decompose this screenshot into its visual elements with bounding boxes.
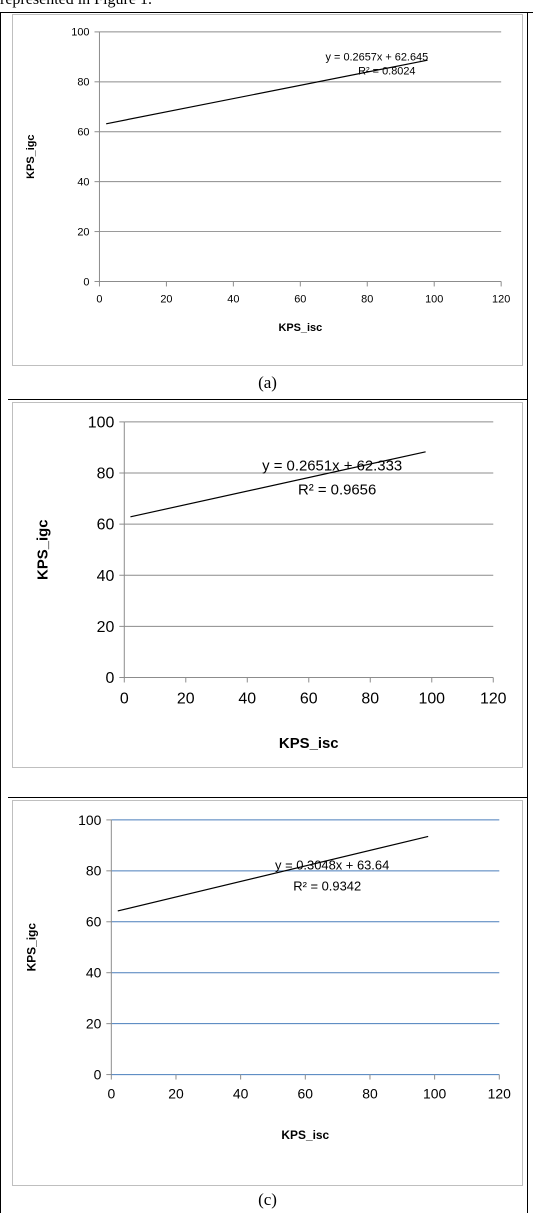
x-tick-label: 120: [480, 690, 507, 707]
x-tick-label: 120: [492, 293, 510, 305]
y-tick-label: 80: [97, 466, 115, 483]
x-tick-label: 60: [298, 1085, 314, 1101]
y-tick-label: 0: [105, 670, 114, 687]
x-tick-label: 20: [160, 293, 172, 305]
x-tick-label: 80: [362, 1085, 378, 1101]
x-tick-label: 0: [107, 1085, 115, 1101]
chart-b: 0 20 40 60 80 100 0 20 40 60 80 100 120 KPS_isc KPS_ig…: [12, 402, 523, 768]
y-tick-label: 100: [78, 812, 101, 828]
chart-b-svg: 0 20 40 60 80 100 0 20 40 60 80 100 120 KPS_isc KPS_ig…: [36, 414, 507, 752]
figure-cell-b: 0 20 40 60 80 100 0 20 40 60 80 100 120 KPS_isc KPS_ig…: [8, 399, 528, 797]
x-tick-label: 20: [177, 690, 195, 707]
x-tick-label: 0: [96, 293, 102, 305]
y-axis-title: KPS_igc: [36, 519, 52, 579]
y-tick-label: 60: [86, 914, 102, 930]
y-tick-label: 80: [86, 863, 102, 879]
x-tick-label: 120: [488, 1085, 511, 1101]
x-tick-label: 60: [294, 293, 306, 305]
x-tick-label: 60: [300, 690, 318, 707]
x-axis-title: KPS_isc: [279, 736, 339, 752]
y-tick-label: 60: [77, 127, 89, 139]
x-axis-title: KPS_isc: [281, 1128, 329, 1142]
chart-c-svg: 0 20 40 60 80 100 0 20 40 60 80 100 120 KPS_isc KPS_ig…: [25, 812, 511, 1142]
y-tick-label: 60: [97, 517, 115, 534]
trendline: [106, 59, 428, 125]
trendline: [117, 835, 429, 912]
chart-c: 0 20 40 60 80 100 0 20 40 60 80 100 120 KPS_isc KPS_ig…: [12, 800, 523, 1186]
trendline-equation: y = 0.2657x + 62.645: [326, 52, 429, 64]
y-tick-label: 40: [97, 568, 115, 585]
y-tick-label: 100: [71, 27, 89, 39]
trendline-equation: y = 0.2651x + 62.333: [262, 459, 402, 475]
x-tick-label: 100: [423, 1085, 446, 1101]
trendline: [130, 451, 426, 518]
x-tick-label: 40: [238, 690, 256, 707]
y-tick-label: 100: [88, 414, 115, 431]
r-squared-label: R² = 0.9656: [298, 482, 376, 498]
figure-table: [0, 12, 533, 1213]
intro-text: represented in Figure 1.: [0, 0, 152, 9]
y-tick-label: 40: [86, 965, 102, 981]
x-tick-label: 40: [227, 293, 239, 305]
figure-cell-a: 0 20 40 60 80 100 0 20 40 60 80 100 120 KPS_isc KPS_ig…: [8, 12, 528, 399]
y-tick-label: 20: [86, 1016, 102, 1032]
x-tick-label: 0: [120, 690, 129, 707]
y-tick-label: 20: [77, 226, 89, 238]
trendline-equation: y = 0.3048x + 63.64: [275, 858, 389, 873]
x-tick-label: 80: [361, 690, 379, 707]
x-tick-label: 100: [425, 293, 443, 305]
chart-a-svg: 0 20 40 60 80 100 0 20 40 60 80 100 120 KPS_isc KPS_ig…: [25, 27, 510, 334]
y-tick-label: 0: [83, 276, 89, 288]
x-tick-label: 20: [168, 1085, 184, 1101]
x-tick-label: 100: [418, 690, 445, 707]
r-squared-label: R² = 0.9342: [293, 879, 361, 894]
y-tick-label: 80: [77, 77, 89, 89]
caption-c: (c): [258, 1190, 277, 1209]
r-squared-label: R² = 0.8024: [358, 66, 415, 78]
y-axis-title: KPS_igc: [25, 923, 39, 972]
y-tick-label: 40: [77, 176, 89, 188]
figure-cell-c: 0 20 40 60 80 100 0 20 40 60 80 100 120 KPS_isc KPS_ig…: [8, 797, 528, 1213]
y-tick-label: 0: [94, 1066, 102, 1082]
chart-a: 0 20 40 60 80 100 0 20 40 60 80 100 120 KPS_isc KPS_ig…: [12, 14, 523, 366]
x-tick-label: 40: [233, 1085, 249, 1101]
x-tick-label: 80: [361, 293, 373, 305]
y-tick-label: 20: [97, 619, 115, 636]
x-axis-title: KPS_isc: [278, 322, 322, 334]
y-axis-title: KPS_igc: [25, 135, 37, 179]
caption-a: (a): [258, 373, 277, 392]
